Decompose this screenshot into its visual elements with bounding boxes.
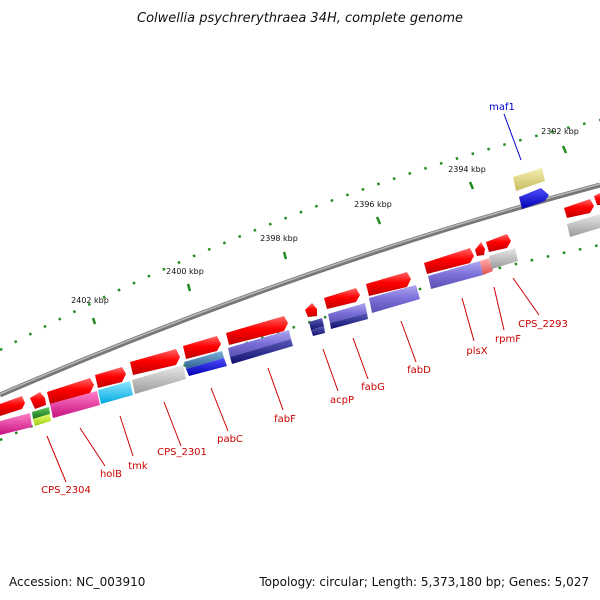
genome-summary-text: Topology: circular; Length: 5,373,180 bp…	[258, 575, 589, 589]
connector-fabf	[267, 367, 284, 411]
gene-label-rpmf: rpmF	[495, 334, 521, 345]
cog-gene-pink-edge	[0, 413, 32, 435]
connector-maf1	[503, 113, 522, 161]
gene-label-holb: holB	[100, 469, 122, 480]
major-tick-2400	[186, 283, 192, 292]
map-title: Colwellia psychrerythraea 34H, complete …	[137, 11, 463, 26]
scale-label-2400: 2400 kbp	[166, 267, 204, 276]
gene-label-fabd: fabD	[407, 365, 431, 376]
forward-gene-8	[305, 303, 317, 317]
connector-tmk	[119, 415, 134, 457]
cog-gene-purple-4	[428, 261, 483, 289]
maf1-gene-blue	[519, 188, 549, 209]
cog-gene-purple-3	[369, 285, 420, 313]
cog-gene-lime	[33, 414, 51, 426]
gene-label-fabf: fabF	[274, 414, 296, 425]
connector-holb	[79, 427, 106, 467]
gene-label-fabg: fabG	[361, 382, 385, 393]
connector-plsx	[461, 297, 475, 342]
forward-gene-7	[226, 316, 288, 345]
gene-labels: CPS_2304 holB tmk CPS_2301 pabC fabF acp…	[41, 102, 568, 496]
scale-label-2398: 2398 kbp	[260, 234, 298, 243]
label-connectors	[46, 113, 540, 483]
major-tick-2398	[282, 251, 288, 260]
scale-label-2392: 2392 kbp	[541, 127, 579, 136]
cog-gene-navy-3	[311, 326, 325, 336]
forward-gene-2	[30, 392, 46, 409]
gene-label-cps2301: CPS_2301	[157, 447, 207, 458]
cog-gene-steel	[184, 351, 224, 369]
forward-strand-genes	[0, 193, 600, 416]
forward-gene-12	[475, 242, 485, 256]
major-tick-2396	[375, 216, 382, 225]
gene-label-cps2293: CPS_2293	[518, 319, 568, 330]
scale-labels: 2402 kbp 2400 kbp 2398 kbp 2396 kbp 2394…	[71, 127, 579, 305]
forward-gene-13	[486, 234, 511, 252]
forward-gene-14	[564, 199, 594, 218]
forward-gene-6	[183, 336, 221, 359]
major-tick-2392	[561, 145, 568, 154]
major-tick-2394	[468, 181, 475, 190]
forward-gene-9	[324, 288, 360, 309]
cog-gene-purple-1	[228, 330, 291, 357]
connector-rpmf	[493, 286, 505, 331]
cog-gene-navy-1	[230, 339, 293, 364]
forward-gene-10	[366, 272, 411, 296]
maf1-gene-khaki	[513, 168, 545, 191]
cog-gene-salmon	[480, 258, 493, 275]
scale-label-2396: 2396 kbp	[354, 200, 392, 209]
gene-label-maf1: maf1	[489, 102, 515, 113]
gene-label-plsx: plsX	[466, 346, 487, 357]
cog-gene-navy-2	[309, 318, 324, 330]
connector-cps2293	[512, 277, 540, 316]
connector-pabc	[210, 387, 229, 432]
forward-gene-11	[424, 248, 474, 274]
cog-gene-pink	[50, 391, 100, 418]
scale-label-2394: 2394 kbp	[448, 165, 486, 174]
connector-cps2301	[163, 401, 182, 447]
connector-acpp	[322, 348, 339, 392]
maf1-gene-group	[513, 168, 549, 209]
cog-gene-cyan	[98, 381, 133, 404]
major-tick-2402	[91, 317, 97, 325]
inner-scale-ring	[0, 243, 600, 442]
cog-strand-genes	[0, 214, 600, 435]
scale-ring	[0, 118, 600, 352]
forward-gene-15	[594, 193, 600, 205]
forward-gene-4	[95, 367, 126, 388]
cog-gene-navy-4	[330, 313, 368, 329]
forward-gene-5	[130, 349, 180, 375]
gene-label-pabc: pabC	[217, 434, 243, 445]
connector-fabg	[352, 337, 369, 380]
cog-gene-blue-1	[186, 358, 227, 376]
forward-gene-3	[47, 378, 94, 404]
gene-label-acpp: acpP	[330, 395, 354, 406]
cog-gene-purple-2	[328, 303, 367, 323]
gene-label-cps2304: CPS_2304	[41, 485, 91, 496]
connector-cps2304	[46, 435, 67, 483]
connector-fabd	[400, 320, 417, 363]
cog-gene-green	[32, 407, 50, 419]
scale-label-2402: 2402 kbp	[71, 296, 109, 305]
accession-text: Accession: NC_003910	[9, 575, 145, 589]
cog-gene-grey-2	[489, 248, 518, 269]
forward-gene-1	[0, 396, 25, 416]
scale-major-ticks	[91, 145, 568, 325]
gene-label-tmk: tmk	[128, 461, 148, 472]
cog-gene-grey-3	[567, 214, 600, 237]
genome-backbone	[0, 182, 600, 398]
cog-gene-grey-1	[132, 365, 186, 394]
